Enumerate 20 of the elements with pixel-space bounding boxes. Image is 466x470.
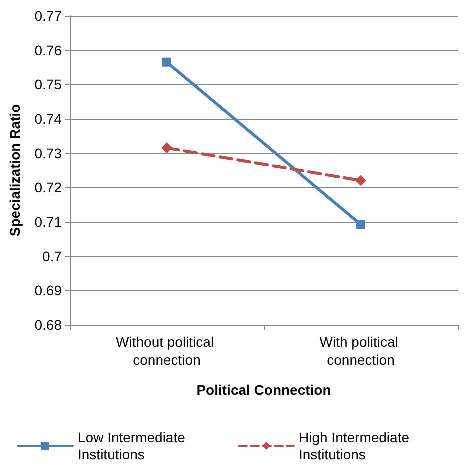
y-tick-label: 0.74 xyxy=(34,111,62,127)
point xyxy=(356,220,366,230)
legend-label: Low Intermediate Institutions xyxy=(78,430,190,462)
point xyxy=(162,142,172,154)
legend-label: High Intermediate Institutions xyxy=(299,430,414,462)
point xyxy=(162,58,172,67)
y-tick-label: 0.76 xyxy=(34,42,62,58)
point xyxy=(356,175,366,186)
y-tick-label: 0.68 xyxy=(34,317,62,333)
y-tick-label: 0.77 xyxy=(34,8,62,24)
x-tick-label: Without political connection xyxy=(116,334,218,368)
y-tick-label: 0.7 xyxy=(42,248,62,264)
y-tick-label: 0.75 xyxy=(34,76,62,93)
y-axis-title: Specialization Ratio xyxy=(7,104,23,237)
x-tick-label: With political connection xyxy=(320,334,402,368)
y-tick-label: 0.71 xyxy=(34,214,62,230)
y-tick-label: 0.69 xyxy=(34,282,62,299)
x-axis-title: Political Connection xyxy=(196,382,332,398)
y-tick-label: 0.73 xyxy=(34,145,62,162)
y-tick-label: 0.72 xyxy=(34,180,62,196)
